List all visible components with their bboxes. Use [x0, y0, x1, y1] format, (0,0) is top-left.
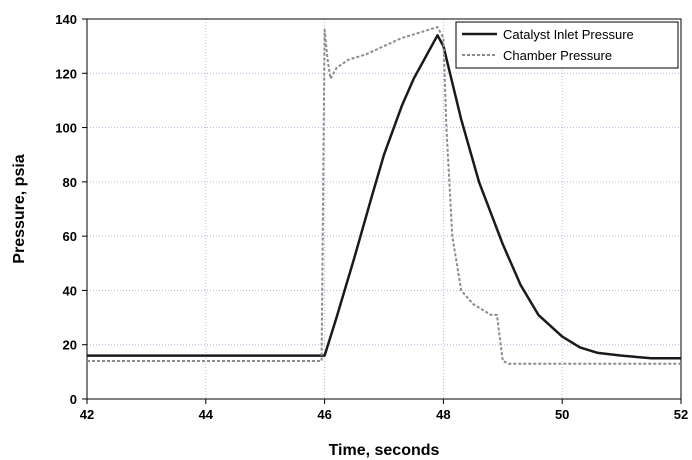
y-tick-label: 20 [63, 338, 77, 353]
legend-box [455, 21, 679, 69]
y-tick-label: 40 [63, 283, 77, 298]
legend-label-chamber-pressure: Chamber Pressure [503, 48, 612, 63]
series-lines [87, 26, 681, 365]
x-axis-label: Time, seconds [329, 442, 440, 459]
series-line-chamber-pressure [87, 26, 681, 365]
x-tick-label: 48 [436, 407, 450, 422]
y-tick-label: 60 [63, 229, 77, 244]
legend: Catalyst Inlet Pressure Chamber Pressure [455, 21, 679, 69]
plot-area-frame [86, 18, 682, 400]
grid [87, 19, 681, 399]
y-tick-label: 0 [70, 392, 77, 407]
y-tick-labels: 0 20 40 60 80 100 120 140 [55, 12, 77, 407]
y-tick-label: 140 [55, 12, 77, 27]
x-tick-labels: 42 44 46 48 50 52 [80, 407, 688, 422]
y-tick-label: 80 [63, 175, 77, 190]
x-tick-label: 46 [317, 407, 331, 422]
x-tick-label: 42 [80, 407, 94, 422]
y-tick-label: 100 [55, 121, 77, 136]
legend-label-catalyst-inlet-pressure: Catalyst Inlet Pressure [503, 27, 634, 42]
tick-marks [82, 18, 682, 404]
x-tick-label: 44 [199, 407, 214, 422]
y-axis-label: Pressure, psia [11, 154, 28, 264]
series-line-catalyst-inlet-pressure [87, 34, 681, 360]
x-tick-label: 52 [674, 407, 688, 422]
y-tick-label: 120 [55, 66, 77, 81]
x-tick-label: 50 [555, 407, 569, 422]
